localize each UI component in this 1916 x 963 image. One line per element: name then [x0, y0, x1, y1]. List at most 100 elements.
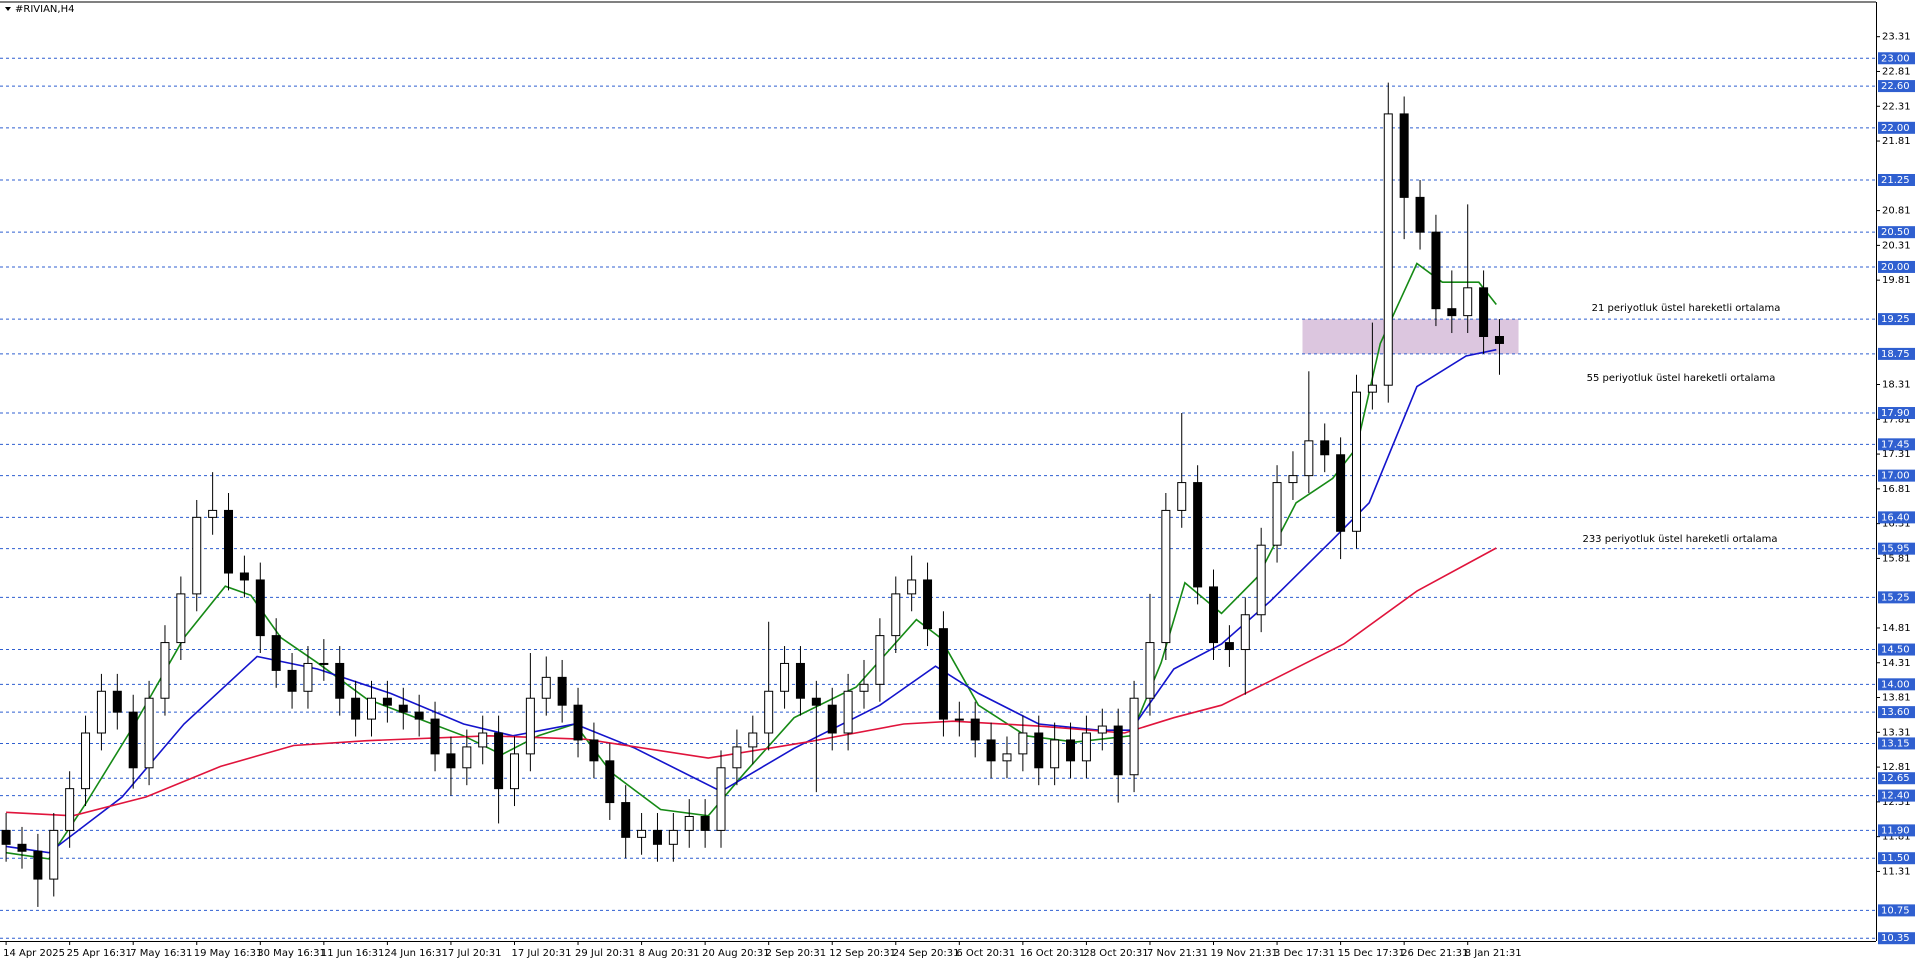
level-label-bg — [1878, 226, 1915, 239]
level-label: 11.50 — [1881, 853, 1910, 864]
x-tick-label: 3 Dec 17:31 — [1274, 948, 1335, 959]
candle-body — [1256, 544, 1266, 616]
ema-annotation: 55 periyotluk üstel hareketli ortalama — [1587, 373, 1776, 384]
candle-body — [1177, 482, 1187, 511]
candle-body — [367, 697, 377, 720]
level-label-bg — [1878, 678, 1915, 691]
candle-body — [764, 690, 774, 734]
level-label-bg — [1878, 260, 1915, 273]
candle-body — [1018, 732, 1028, 755]
level-label: 13.60 — [1881, 707, 1910, 718]
candle-body — [478, 732, 488, 748]
candle-body — [748, 732, 758, 748]
candle-body — [176, 593, 186, 644]
candle-body — [700, 815, 710, 831]
candle-body — [1431, 231, 1441, 310]
level-label-bg — [1878, 173, 1915, 186]
x-tick-label: 19 May 16:31 — [194, 948, 263, 959]
candle-body — [1494, 336, 1504, 344]
candle-body — [1, 829, 11, 845]
candle-body — [144, 697, 154, 769]
level-label-bg — [1878, 772, 1915, 785]
level-label: 22.60 — [1881, 81, 1910, 92]
y-tick-label: 13.81 — [1882, 693, 1911, 704]
candle-body — [938, 628, 948, 720]
candle-body — [1447, 308, 1457, 317]
candle-body — [224, 509, 234, 574]
level-label-bg — [1878, 52, 1915, 65]
level-label: 13.15 — [1881, 738, 1910, 749]
candle-body — [589, 739, 599, 762]
level-label: 14.50 — [1881, 645, 1910, 656]
y-tick-label: 11.31 — [1882, 866, 1911, 877]
symbol-title: #RIVIAN,H4 — [15, 4, 74, 15]
candle-body — [398, 704, 408, 713]
level-label: 17.90 — [1881, 408, 1910, 419]
level-label-bg — [1878, 438, 1915, 451]
x-tick-label: 6 Oct 20:31 — [956, 948, 1015, 959]
candle-body — [891, 593, 901, 637]
candle-body — [65, 788, 75, 831]
candle-body — [319, 662, 329, 665]
y-tick-label: 22.81 — [1882, 66, 1911, 77]
level-label: 14.00 — [1881, 679, 1910, 690]
level-label: 18.75 — [1881, 349, 1910, 360]
x-tick-label: 11 Jun 16:31 — [321, 948, 385, 959]
level-label-bg — [1878, 904, 1915, 917]
x-tick-label: 15 Dec 17:31 — [1338, 948, 1405, 959]
candle-body — [732, 746, 742, 769]
candle-body — [1129, 697, 1139, 776]
candle-body — [1272, 482, 1282, 546]
candle-body — [335, 662, 345, 699]
level-label: 22.00 — [1881, 123, 1910, 134]
level-label-bg — [1878, 80, 1915, 93]
level-label-bg — [1878, 737, 1915, 750]
candle-body — [1399, 113, 1409, 198]
candle-body — [1288, 475, 1298, 484]
candle-body — [1050, 739, 1060, 769]
level-label: 19.25 — [1881, 314, 1910, 325]
y-tick-label: 21.81 — [1882, 136, 1911, 147]
menu-arrow[interactable] — [5, 7, 11, 11]
level-label-bg — [1878, 824, 1915, 837]
y-tick-label: 11.81 — [1882, 832, 1911, 843]
candle-body — [954, 718, 964, 721]
level-label-bg — [1878, 591, 1915, 604]
y-tick-label: 20.81 — [1882, 206, 1911, 217]
candle-body — [81, 732, 91, 790]
candle-body — [1066, 739, 1076, 762]
candle-body — [128, 711, 138, 769]
y-tick-label: 20.31 — [1882, 240, 1911, 251]
candle-body — [1320, 440, 1330, 456]
y-tick-label: 16.31 — [1882, 519, 1911, 530]
level-label-bg — [1878, 469, 1915, 482]
candle-body — [1336, 454, 1346, 532]
level-label: 16.40 — [1881, 512, 1910, 523]
y-tick-label: 22.31 — [1882, 101, 1911, 112]
ema-line — [6, 547, 1497, 817]
level-label: 20.50 — [1881, 227, 1910, 238]
level-label: 12.40 — [1881, 791, 1910, 802]
candle-body — [49, 829, 59, 880]
x-tick-label: 24 Sep 20:31 — [893, 948, 960, 959]
level-label: 11.90 — [1881, 825, 1910, 836]
candle-body — [1240, 614, 1250, 651]
level-label-bg — [1878, 852, 1915, 865]
level-label-bg — [1878, 643, 1915, 656]
level-label: 15.25 — [1881, 592, 1910, 603]
level-label: 17.45 — [1881, 439, 1910, 450]
candle-body — [1113, 725, 1123, 776]
candle-body — [795, 662, 805, 699]
candle-body — [1209, 586, 1219, 644]
y-tick-label: 17.31 — [1882, 449, 1911, 460]
x-tick-label: 2 Sep 20:31 — [766, 948, 826, 959]
candle-body — [843, 690, 853, 734]
x-tick-label: 24 Jun 16:31 — [384, 948, 448, 959]
x-tick-label: 7 Nov 21:31 — [1147, 948, 1208, 959]
level-label-bg — [1878, 347, 1915, 360]
candle-body — [859, 683, 869, 692]
candle-body — [970, 718, 980, 741]
candle-body — [287, 669, 297, 692]
